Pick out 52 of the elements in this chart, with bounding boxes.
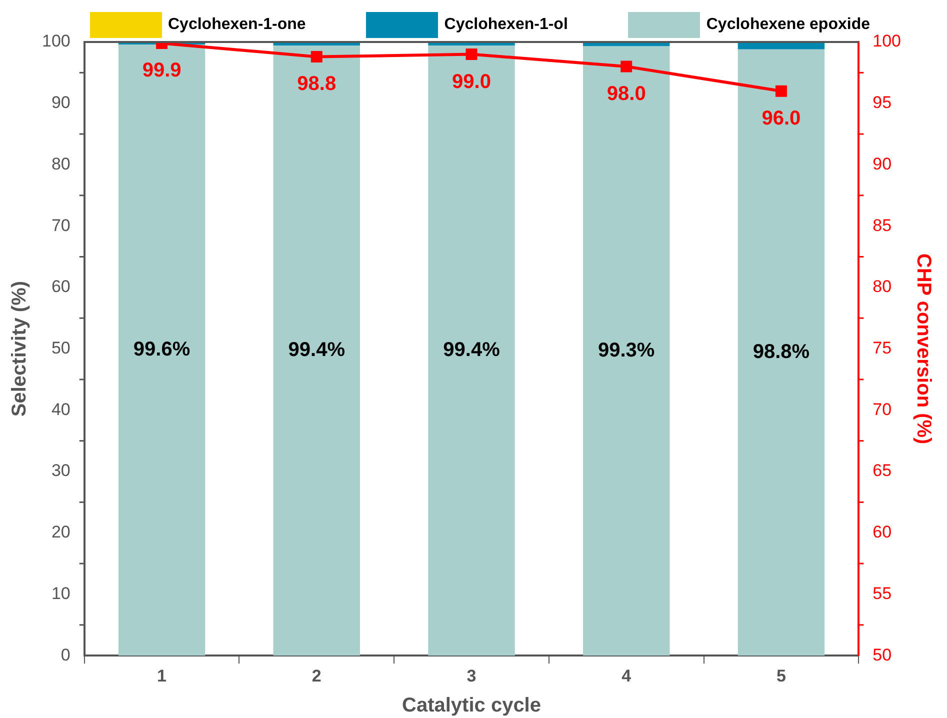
y2-tick-label: 55 — [872, 584, 892, 603]
data-label: 96.0 — [762, 108, 801, 130]
point — [775, 85, 787, 97]
data-label: 99.0 — [452, 70, 491, 93]
data-label: 99.9 — [142, 60, 182, 82]
bar — [738, 49, 825, 656]
y2-tick-label: 85 — [872, 216, 892, 235]
x-axis-title: Catalytic cycle — [402, 694, 541, 717]
y2-tick-label: 100 — [872, 32, 902, 51]
bar — [273, 46, 360, 656]
y2-tick-label: 65 — [872, 461, 892, 480]
x-tick-label: 3 — [466, 666, 476, 686]
point — [466, 48, 478, 60]
data-label: 98.8% — [752, 340, 810, 363]
y-tick-label: 100 — [42, 32, 70, 51]
y-axis-title: Selectivity (%) — [8, 280, 31, 417]
y-tick-label: 70 — [51, 216, 70, 235]
data-label: 99.4% — [443, 339, 500, 362]
legend-label: Cyclohexen-1-ol — [443, 15, 568, 36]
point — [310, 50, 322, 62]
x-tick-label: 4 — [622, 666, 632, 686]
bar — [118, 44, 206, 656]
y-tick-label: 60 — [51, 277, 70, 296]
y2-axis-title: CHP conversion (%) — [912, 253, 934, 444]
y-tick-label: 40 — [51, 400, 70, 419]
y2-tick-label: 75 — [872, 338, 892, 358]
legend-label: Cyclohexen-1-one — [167, 15, 306, 36]
x-tick-label: 5 — [776, 666, 786, 686]
y-tick-label: 90 — [51, 93, 70, 112]
point — [620, 60, 632, 72]
bar — [582, 46, 670, 656]
y-tick-label: 20 — [51, 522, 70, 542]
data-label: 98.8 — [297, 73, 336, 96]
data-label: 99.4% — [288, 339, 346, 362]
y-tick-label: 30 — [51, 461, 70, 480]
y2-tick-label: 80 — [872, 277, 892, 296]
y-tick-label: 0 — [60, 645, 70, 664]
x-tick-label: 2 — [312, 666, 322, 686]
y2-tick-label: 95 — [872, 93, 892, 112]
legend-label: Cyclohexene epoxide — [705, 15, 870, 36]
y-tick-label: 80 — [51, 154, 70, 174]
bar — [428, 46, 515, 656]
data-label: 99.6% — [133, 338, 190, 361]
y-tick-label: 10 — [51, 584, 70, 603]
y-tick-label: 50 — [51, 338, 70, 358]
y2-tick-label: 90 — [872, 154, 892, 174]
data-label: 99.3% — [598, 339, 655, 362]
y2-tick-label: 70 — [872, 400, 892, 419]
data-label: 98.0 — [606, 83, 646, 106]
y2-tick-label: 60 — [872, 522, 892, 542]
x-tick-label: 1 — [157, 666, 167, 686]
y2-tick-label: 50 — [872, 645, 892, 664]
